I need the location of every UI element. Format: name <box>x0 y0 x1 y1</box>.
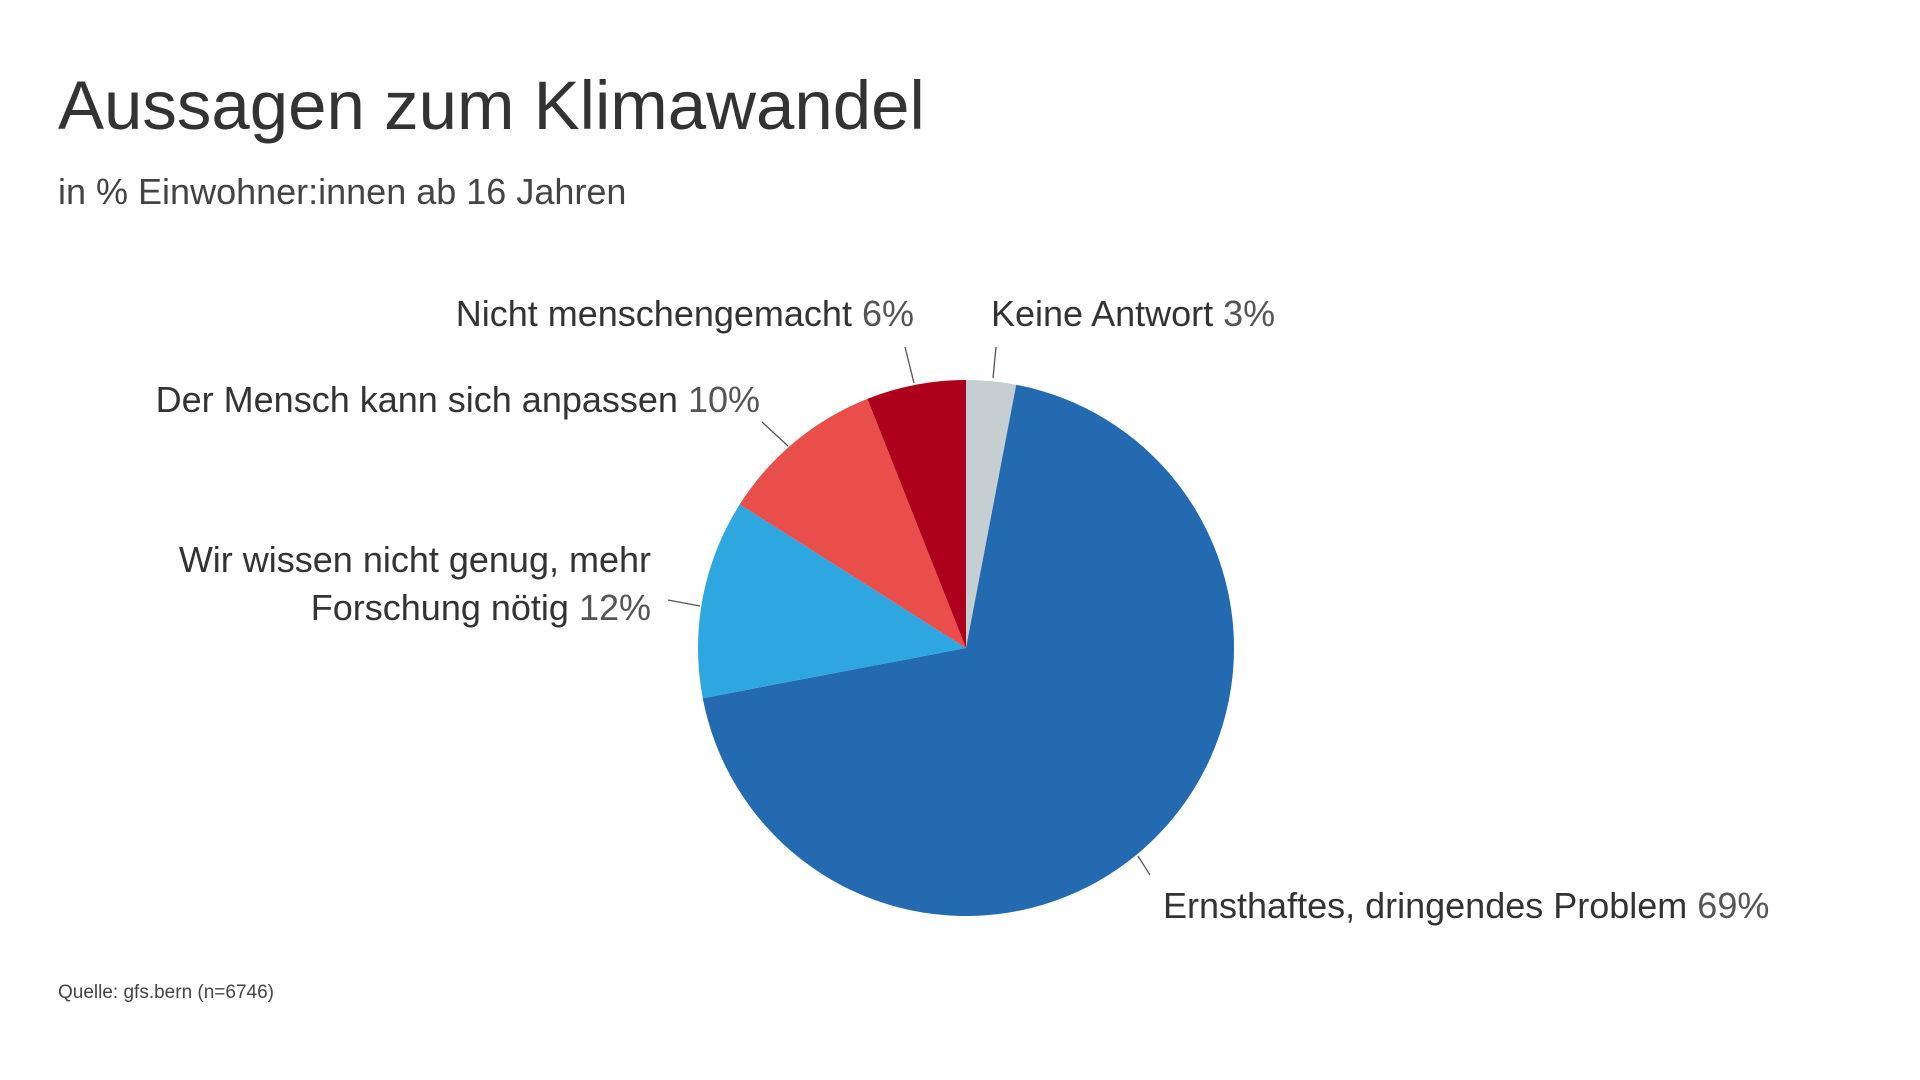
leader-line-nicht-menschengemacht <box>904 346 915 384</box>
slice-value-wir-wissen-nicht-genug-mehr-forschung-nötig: 12% <box>569 587 651 628</box>
pie-slice-keine-antwort <box>966 380 1017 648</box>
pie-labels: Keine Antwort 3% Ernsthaftes, dringendes … <box>156 293 1770 926</box>
slice-value-ernsthaftes-dringendes-problem: 69% <box>1687 885 1769 926</box>
slice-label-wir-wissen-nicht-genug-mehr-forschung-nötig-line-2: Forschung nötig 12% <box>311 587 651 628</box>
leader-line-der-mensch-kann-sich-anpassen <box>761 421 789 447</box>
chart-title: Aussagen zum Klimawandel <box>58 67 925 144</box>
pie-slice-wir-wissen-nicht-genug-mehr-forschung-nötig <box>698 504 966 699</box>
pie-slice-nicht-menschengemacht <box>867 380 966 648</box>
slice-value-keine-antwort: 3% <box>1213 293 1275 334</box>
slice-label-nicht-menschengemacht: Nicht menschengemacht 6% <box>456 293 914 334</box>
slice-label-ernsthaftes-dringendes-problem: Ernsthaftes, dringendes Problem 69% <box>1163 885 1769 926</box>
pie-slice-der-mensch-kann-sich-anpassen <box>739 398 966 648</box>
source-note: Quelle: gfs.bern (n=6746) <box>58 982 274 1003</box>
slice-label-der-mensch-kann-sich-anpassen: Der Mensch kann sich anpassen 10% <box>156 379 760 420</box>
slice-value-der-mensch-kann-sich-anpassen: 10% <box>678 379 760 420</box>
chart-subtitle: in % Einwohner:innen ab 16 Jahren <box>58 171 627 212</box>
slice-label-keine-antwort: Keine Antwort 3% <box>991 293 1275 334</box>
slice-label-wir-wissen-nicht-genug-mehr-forschung-nötig-line-1: Wir wissen nicht genug, mehr <box>179 539 651 580</box>
pie-slices <box>698 380 1234 916</box>
pie-slice-ernsthaftes-dringendes-problem <box>702 384 1234 916</box>
leader-line-keine-antwort <box>992 346 997 379</box>
leader-line-wir-wissen-nicht-genug-mehr-forschung-nötig <box>667 599 701 607</box>
leader-line-ernsthaftes-dringendes-problem <box>1137 855 1151 876</box>
slice-value-nicht-menschengemacht: 6% <box>852 293 914 334</box>
